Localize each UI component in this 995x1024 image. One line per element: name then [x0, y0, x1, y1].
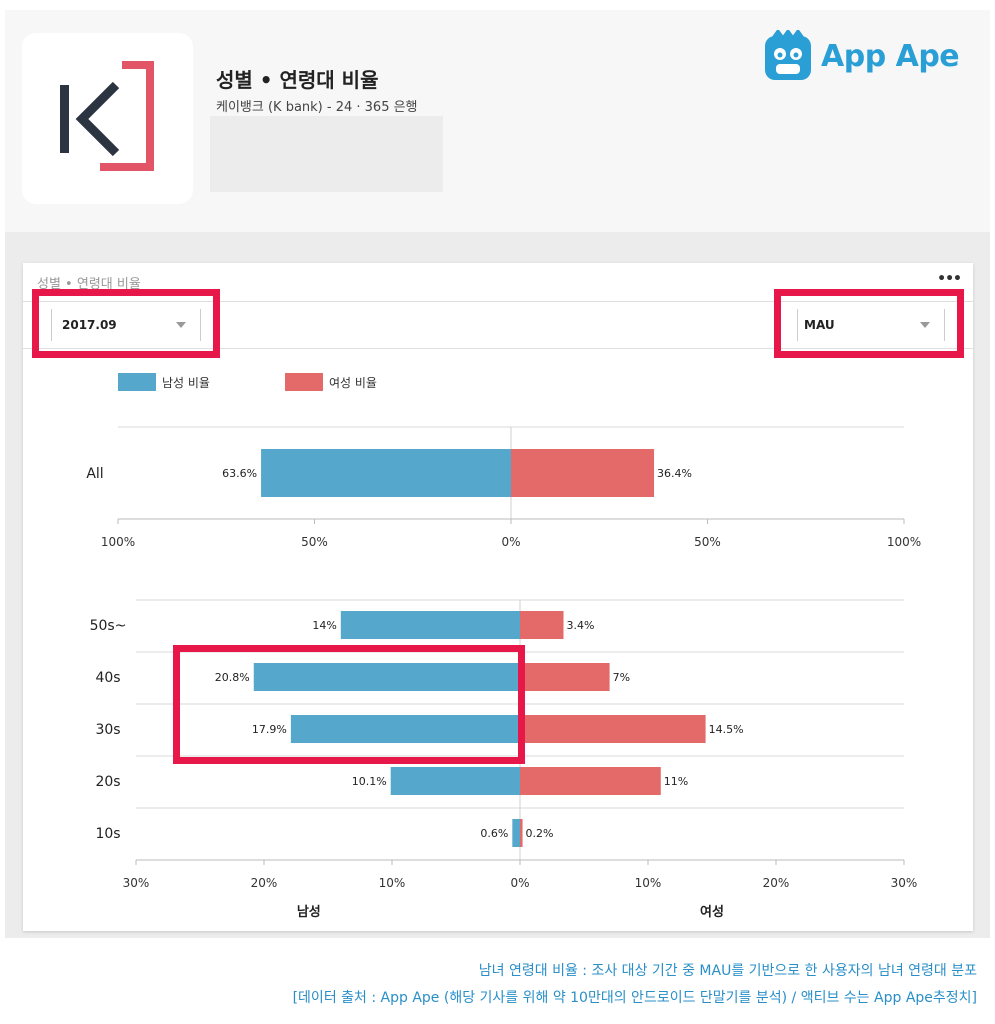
male-value-label: 17.9% — [252, 723, 287, 736]
x-tick-label: 10% — [379, 876, 406, 890]
x-axis-label-male: 남성 — [297, 904, 321, 920]
category-label: 10s — [95, 826, 120, 842]
chevron-down-icon — [176, 322, 186, 328]
male-bar — [253, 663, 520, 691]
male-value-label: 14% — [312, 619, 336, 632]
x-tick-label: 50% — [694, 535, 721, 549]
metric-select-value: MAU — [804, 318, 835, 332]
chart-age-groups: 30% 20% 10% 0% 10% 20% 30% 50s~ 14% 3.4% 40s 20.8% 7… — [90, 599, 918, 920]
chevron-down-icon — [920, 322, 930, 328]
x-tick-label: 50% — [301, 535, 328, 549]
x-tick-label: 10% — [635, 876, 662, 890]
female-bar — [520, 819, 523, 847]
card-divider-bottom — [23, 348, 973, 349]
male-bar — [512, 819, 520, 847]
female-bar — [520, 611, 564, 639]
x-tick-label: 100% — [101, 535, 135, 549]
category-label: 50s~ — [90, 618, 127, 634]
male-bar — [261, 449, 511, 497]
chart-all: 100% 50% 0% 50% 100% All 63.6% 36.4% — [86, 426, 921, 549]
footer-note-2: [데이터 출처 : App Ape (해당 기사를 위해 약 10만대의 안드로… — [292, 990, 977, 1006]
female-bar — [511, 449, 655, 497]
female-value-label: 3.4% — [567, 619, 595, 632]
female-value-label: 11% — [664, 775, 688, 788]
highlight-30s-40s-male — [173, 645, 525, 764]
x-tick-label: 20% — [251, 876, 278, 890]
x-tick-label: 0% — [501, 535, 520, 549]
app-icon — [22, 33, 193, 204]
category-label: 40s — [95, 670, 120, 686]
legend-female-swatch — [285, 373, 323, 391]
male-value-label: 63.6% — [222, 467, 257, 480]
x-tick-label: 30% — [123, 876, 150, 890]
highlight-month-select — [32, 289, 220, 358]
metric-select[interactable]: MAU — [797, 309, 945, 341]
x-tick-label: 20% — [763, 876, 790, 890]
footer-note-1: 남녀 연령대 비율 : 조사 대상 기간 중 MAU를 기반으로 한 사용자의 … — [478, 963, 977, 979]
ape-icon — [765, 30, 811, 80]
male-value-label: 20.8% — [215, 671, 250, 684]
redacted-area — [210, 116, 443, 192]
x-tick-label: 100% — [887, 535, 921, 549]
category-label: 30s — [95, 722, 120, 738]
female-bar — [520, 715, 706, 743]
legend-male-swatch — [118, 373, 156, 391]
legend-female-label: 여성 비율 — [329, 375, 377, 390]
more-menu-icon[interactable]: ••• — [937, 271, 962, 287]
male-bar — [340, 611, 520, 639]
category-label: 20s — [95, 774, 120, 790]
male-bar — [290, 715, 520, 743]
card-divider-top — [23, 301, 973, 302]
female-bar — [520, 767, 661, 795]
category-label: All — [86, 466, 103, 482]
brand-logo: App Ape — [763, 30, 960, 82]
x-axis-label-female: 여성 — [700, 904, 724, 920]
kbank-logo — [60, 61, 154, 171]
legend-male-label: 남성 비율 — [162, 375, 210, 390]
brand-name: App Ape — [821, 38, 960, 74]
legend-male: 남성 비율 — [118, 373, 210, 391]
male-value-label: 10.1% — [352, 775, 387, 788]
female-value-label: 0.2% — [526, 827, 554, 840]
female-value-label: 7% — [613, 671, 630, 684]
month-select[interactable]: 2017.09 — [51, 309, 201, 341]
x-tick-label: 30% — [891, 876, 918, 890]
female-value-label: 36.4% — [657, 467, 692, 480]
month-select-value: 2017.09 — [62, 318, 117, 332]
card-title: 성별 • 연령대 비율 — [37, 277, 141, 292]
male-bar — [390, 767, 520, 795]
app-name: 케이뱅크 (K bank) - 24 · 365 은행 — [216, 100, 418, 115]
male-value-label: 0.6% — [480, 827, 508, 840]
x-tick-label: 0% — [510, 876, 529, 890]
page-title: 성별 • 연령대 비율 — [216, 68, 379, 92]
legend-female: 여성 비율 — [285, 373, 377, 391]
gender-age-card: 성별 • 연령대 비율 ••• 2017.09 MAU 남성 비율 여성 비율 — [23, 263, 973, 931]
female-value-label: 14.5% — [709, 723, 744, 736]
highlight-metric-select — [774, 289, 964, 358]
female-bar — [520, 663, 610, 691]
